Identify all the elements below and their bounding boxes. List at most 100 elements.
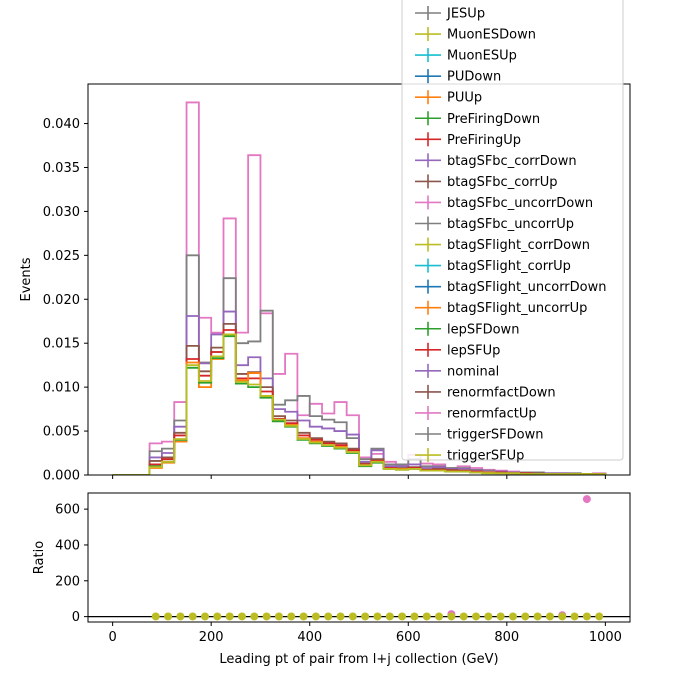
ratio-point-triggerSFUp <box>385 612 394 621</box>
legend-label: btagSFbc_corrUp <box>447 175 558 190</box>
legend-label: btagSFlight_corrDown <box>447 238 590 253</box>
ratio-point-renormfactUp <box>582 495 591 504</box>
x-tick-label: 1000 <box>589 630 622 645</box>
legend-entry: PreFiringUp <box>415 132 521 148</box>
ratio-point-triggerSFUp <box>188 612 197 621</box>
ratio-point-triggerSFUp <box>533 612 542 621</box>
y-tick-label: 0.040 <box>43 117 80 132</box>
x-tick-label: 600 <box>396 630 421 645</box>
ratio-point-triggerSFUp <box>237 612 246 621</box>
ratio-point-triggerSFUp <box>373 612 382 621</box>
legend-label: lepSFUp <box>447 343 500 358</box>
legend-entry: nominal <box>415 363 499 379</box>
legend-entry: lepSFUp <box>415 342 500 358</box>
legend-entry: btagSFlight_uncorrUp <box>415 300 587 316</box>
ratio-point-triggerSFUp <box>287 612 296 621</box>
y-axis-label: Events <box>19 257 34 301</box>
legend-entry: PreFiringDown <box>415 111 540 127</box>
ratio-point-triggerSFUp <box>274 612 283 621</box>
ratio-point-triggerSFUp <box>176 612 185 621</box>
ratio-point-triggerSFUp <box>435 612 444 621</box>
ratio-point-triggerSFUp <box>151 612 160 621</box>
legend-label: btagSFbc_corrDown <box>447 154 577 169</box>
series-line-triggerSFUp <box>112 333 607 475</box>
ratio-y-tick-label: 200 <box>55 574 80 589</box>
legend-box <box>401 0 624 461</box>
legend-label: renormfactUp <box>447 406 537 421</box>
ratio-y-tick-label: 600 <box>55 503 80 518</box>
legend-label: triggerSFUp <box>447 449 524 464</box>
ratio-point-triggerSFUp <box>250 612 259 621</box>
legend-entry: triggerSFDown <box>415 427 543 443</box>
legend-entry: MuonESUp <box>415 48 517 64</box>
ratio-point-triggerSFUp <box>508 612 517 621</box>
y-tick-label: 0.035 <box>43 161 80 176</box>
ratio-point-triggerSFUp <box>595 612 604 621</box>
x-axis-label: Leading pt of pair from l+j collection (… <box>219 652 498 667</box>
ratio-point-triggerSFUp <box>496 612 505 621</box>
y-tick-label: 0.000 <box>43 469 80 484</box>
ratio-point-triggerSFUp <box>570 612 579 621</box>
ratio-point-triggerSFUp <box>521 612 530 621</box>
legend-entry: renormfactDown <box>415 384 556 400</box>
y-tick-label: 0.010 <box>43 381 80 396</box>
legend-label: nominal <box>447 364 499 379</box>
ratio-y-tick-label: 400 <box>55 538 80 553</box>
legend-label: MuonESUp <box>447 49 517 64</box>
ratio-point-triggerSFUp <box>299 612 308 621</box>
x-tick-label: 800 <box>494 630 519 645</box>
ratio-point-triggerSFUp <box>348 612 357 621</box>
ratio-point-triggerSFUp <box>472 612 481 621</box>
legend-entry: btagSFlight_uncorrDown <box>415 279 607 295</box>
legend-entry: lepSFDown <box>415 321 519 337</box>
y-tick-label: 0.030 <box>43 205 80 220</box>
ratio-point-triggerSFUp <box>545 612 554 621</box>
legend-entry: MuonESDown <box>415 27 536 43</box>
ratio-point-triggerSFUp <box>262 612 271 621</box>
ratio-point-triggerSFUp <box>311 612 320 621</box>
legend-entry: triggerSFUp <box>415 448 524 464</box>
ratio-point-triggerSFUp <box>410 612 419 621</box>
ratio-y-axis-label: Ratio <box>32 541 47 574</box>
ratio-point-triggerSFUp <box>398 612 407 621</box>
ratio-point-triggerSFUp <box>361 612 370 621</box>
ratio-point-triggerSFUp <box>164 612 173 621</box>
main-x-axis <box>112 475 606 479</box>
legend-entry: btagSFbc_corrUp <box>415 174 558 190</box>
legend-label: lepSFDown <box>447 322 519 337</box>
x-tick-label: 0 <box>108 630 116 645</box>
y-tick-label: 0.005 <box>43 425 80 440</box>
legend-label: PreFiringUp <box>447 133 521 148</box>
ratio-markers <box>88 495 630 621</box>
legend-label: PUUp <box>447 91 482 106</box>
ratio-point-triggerSFUp <box>213 612 222 621</box>
legend-entry: PUDown <box>415 69 501 85</box>
main-plot-frame <box>87 83 631 476</box>
ratio-point-triggerSFUp <box>582 612 591 621</box>
x-tick-label: 400 <box>297 630 322 645</box>
legend-label: btagSFlight_uncorrDown <box>447 280 607 295</box>
x-tick-label: 200 <box>199 630 224 645</box>
legend-entry: btagSFbc_uncorrDown <box>415 195 593 211</box>
legend-label: triggerSFDown <box>447 428 543 443</box>
legend-label: btagSFbc_uncorrUp <box>447 217 574 232</box>
ratio-point-triggerSFUp <box>422 612 431 621</box>
histogram-lines <box>112 101 607 475</box>
ratio-x-axis: 0 200 400 600 800 1000 <box>108 622 622 645</box>
legend-label: btagSFlight_uncorrUp <box>447 301 587 316</box>
ratio-point-triggerSFUp <box>225 612 234 621</box>
y-tick-label: 0.020 <box>43 293 80 308</box>
ratio-point-triggerSFUp <box>336 612 345 621</box>
y-tick-label: 0.015 <box>43 337 80 352</box>
legend-label: renormfactDown <box>447 385 556 400</box>
ratio-point-triggerSFUp <box>459 612 468 621</box>
legend-entry: btagSFlight_corrDown <box>415 237 590 253</box>
ratio-point-triggerSFUp <box>558 612 567 621</box>
legend-entry: renormfactUp <box>415 405 537 421</box>
legend-entry: PUUp <box>415 90 482 106</box>
legend-label: PUDown <box>447 70 501 85</box>
ratio-y-axis: 0 200 400 600 <box>55 503 88 625</box>
ratio-plot-frame <box>87 492 631 623</box>
legend-label: btagSFlight_corrUp <box>447 259 571 274</box>
legend-entry: btagSFbc_corrDown <box>415 153 577 169</box>
